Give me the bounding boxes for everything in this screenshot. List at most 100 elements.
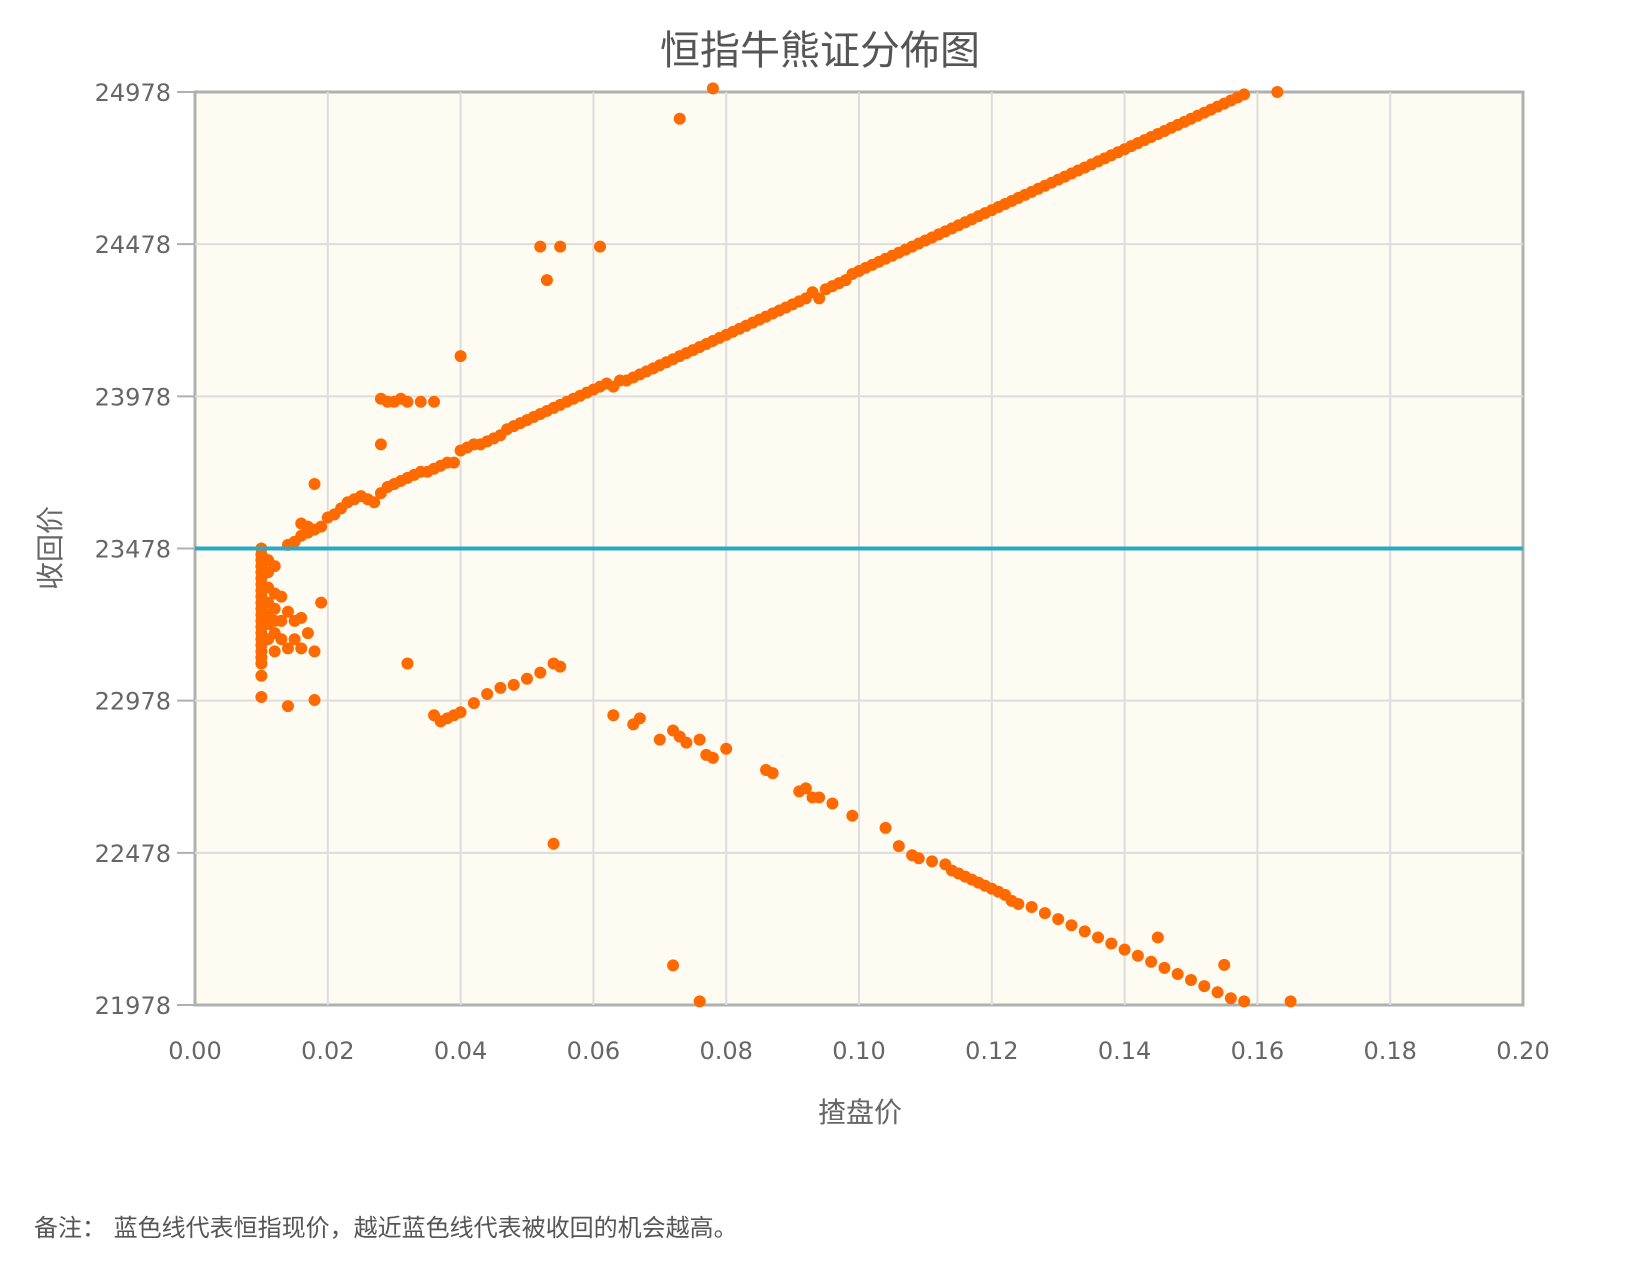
data-point <box>1185 974 1197 987</box>
data-point <box>481 687 494 700</box>
data-point <box>693 733 706 746</box>
data-point <box>275 590 288 603</box>
data-point <box>1092 931 1105 944</box>
data-point <box>1012 897 1025 910</box>
data-point <box>494 681 507 694</box>
data-point <box>1025 901 1038 914</box>
data-point <box>308 645 321 658</box>
data-point <box>1158 961 1171 974</box>
data-point <box>879 821 892 834</box>
y-tick-label: 23478 <box>95 536 171 564</box>
data-point <box>1284 995 1297 1008</box>
x-tick-label: 0.10 <box>832 1037 885 1065</box>
x-tick-label: 0.18 <box>1363 1037 1416 1065</box>
data-point <box>1145 955 1158 968</box>
data-point <box>454 706 467 719</box>
data-point <box>521 672 533 685</box>
data-point <box>288 633 301 646</box>
data-point <box>1271 86 1284 98</box>
data-point <box>428 395 441 408</box>
data-point <box>255 657 268 670</box>
data-point <box>447 456 460 469</box>
footnote: 备注： 蓝色线代表恒指现价，越近蓝色线代表被收回的机会越高。 <box>34 1214 738 1242</box>
y-tick-label: 24978 <box>95 79 171 107</box>
data-point <box>799 782 812 795</box>
data-point <box>308 694 321 707</box>
y-tick-label: 23978 <box>95 383 171 411</box>
data-point <box>667 959 680 972</box>
data-point <box>1131 949 1144 962</box>
y-tick-label: 21978 <box>95 992 171 1020</box>
data-point <box>315 520 328 533</box>
data-point <box>275 614 288 627</box>
data-point <box>813 791 826 804</box>
data-point <box>401 395 414 408</box>
data-point <box>268 560 281 573</box>
chart-title: 恒指牛熊证分佈图 <box>660 28 980 74</box>
data-point <box>295 642 308 655</box>
data-point <box>706 82 719 95</box>
x-tick-label: 0.14 <box>1098 1037 1151 1065</box>
data-point <box>1065 919 1078 932</box>
x-tick-label: 0.16 <box>1231 1037 1284 1065</box>
x-tick-label: 0.08 <box>699 1037 752 1065</box>
y-tick-label: 22478 <box>95 840 171 868</box>
data-point <box>912 852 925 865</box>
data-point <box>1151 931 1164 944</box>
data-point <box>308 477 321 490</box>
data-point <box>1078 925 1091 938</box>
data-point <box>507 678 520 691</box>
data-point <box>1224 992 1237 1005</box>
data-point <box>766 767 779 780</box>
data-point <box>1218 958 1231 971</box>
data-point <box>1238 995 1251 1008</box>
x-tick-label: 0.04 <box>434 1037 487 1065</box>
data-point <box>255 669 268 682</box>
data-point <box>268 645 281 658</box>
data-point <box>607 709 620 722</box>
data-point <box>295 611 308 624</box>
data-point <box>281 605 294 618</box>
data-point <box>301 627 314 640</box>
data-point <box>1052 913 1065 926</box>
data-point <box>281 700 294 713</box>
x-tick-label: 0.12 <box>965 1037 1018 1065</box>
data-point <box>554 660 567 673</box>
data-point <box>554 240 567 253</box>
data-point <box>892 840 905 853</box>
data-point <box>467 697 480 710</box>
data-point <box>1198 980 1211 993</box>
data-point <box>653 733 666 746</box>
data-point <box>594 240 607 253</box>
data-point <box>720 742 733 755</box>
data-point <box>633 712 646 725</box>
data-point <box>1171 967 1184 980</box>
data-point <box>374 438 387 451</box>
data-point <box>673 112 686 125</box>
x-tick-label: 0.20 <box>1496 1037 1549 1065</box>
data-point <box>414 395 427 408</box>
data-point <box>1118 943 1131 956</box>
y-axis-title: 收回价 <box>34 506 67 590</box>
data-point <box>926 855 939 868</box>
data-point <box>454 350 467 363</box>
data-point <box>540 274 553 287</box>
data-point <box>813 292 826 305</box>
data-point <box>268 602 281 615</box>
data-point <box>1038 907 1051 920</box>
data-point <box>534 666 547 679</box>
data-point <box>534 240 547 253</box>
x-tick-label: 0.02 <box>301 1037 354 1065</box>
y-tick-label: 24478 <box>95 231 171 259</box>
data-point <box>275 633 288 646</box>
data-point <box>281 642 294 655</box>
data-point <box>826 797 839 810</box>
data-point <box>1211 986 1224 999</box>
data-point <box>706 751 719 764</box>
data-point <box>315 596 328 609</box>
data-point <box>693 995 706 1008</box>
y-tick-label: 22978 <box>95 688 171 716</box>
data-point <box>1238 88 1251 101</box>
x-tick-label: 0.06 <box>567 1037 620 1065</box>
